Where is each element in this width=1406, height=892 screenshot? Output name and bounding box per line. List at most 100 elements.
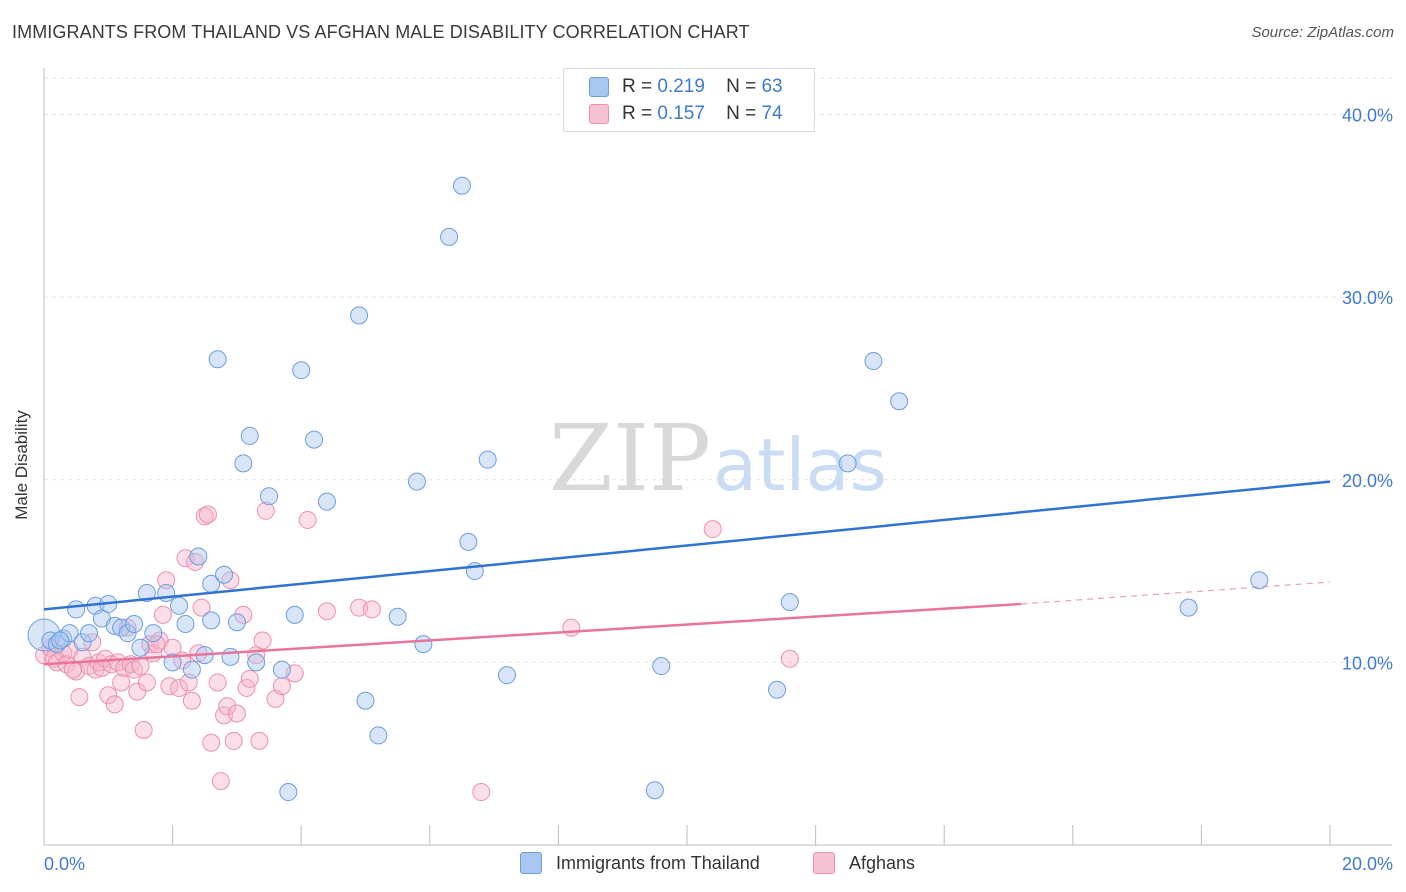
afghans-point — [195, 507, 214, 526]
afghans-point — [192, 598, 211, 617]
x-tick-label: 20.0% — [1342, 854, 1393, 874]
thailand-point — [305, 430, 324, 449]
afghans-point — [112, 673, 131, 692]
thailand-point — [163, 653, 182, 672]
thailand-point — [780, 593, 799, 612]
thailand-point — [768, 680, 787, 699]
thailand-point — [272, 660, 291, 679]
thailand-point — [440, 227, 459, 246]
thailand-point — [292, 361, 311, 380]
r-value: 0.219 — [657, 76, 705, 97]
afghans-point — [157, 571, 176, 590]
thailand-point — [285, 605, 304, 624]
afghans-point — [211, 772, 230, 791]
thailand-point — [73, 633, 92, 652]
pink-swatch — [589, 104, 609, 124]
afghans-points — [35, 501, 799, 802]
thailand-point — [240, 426, 259, 445]
y-tick-label: 30.0% — [1342, 288, 1393, 308]
thailand-point — [478, 450, 497, 469]
afghans-point — [131, 657, 150, 676]
thailand-point — [189, 547, 208, 566]
afghans-point — [317, 602, 336, 621]
afghans-point — [272, 677, 291, 696]
r-label: R = — [622, 76, 653, 97]
thailand-point — [144, 624, 163, 643]
thailand-point — [279, 783, 298, 802]
thailand-point — [1179, 598, 1198, 617]
n-value: 63 — [761, 76, 783, 97]
legend-row-afghans: R = 0.157 N = 74 — [589, 102, 783, 126]
thailand-point — [60, 624, 79, 643]
afghans-point — [472, 783, 491, 802]
afghans-point — [227, 704, 246, 723]
afghans-point — [362, 600, 381, 619]
source-label: Source: ZipAtlas.com — [1251, 24, 1394, 41]
legend-item-thailand[interactable]: Immigrants from Thailand — [520, 852, 760, 874]
afghans-point — [186, 552, 205, 571]
legend-label-afghans: Afghans — [849, 852, 916, 873]
thailand-point — [227, 613, 246, 632]
afghans-point — [153, 605, 172, 624]
correlation-legend: R = 0.219 N = 63 R = 0.157 N = 74 — [563, 68, 815, 132]
thailand-point — [125, 615, 144, 634]
afghans-point — [99, 686, 118, 705]
afghans-point — [780, 649, 799, 668]
trend-lines — [43, 480, 1331, 666]
thailand-point — [317, 492, 336, 511]
chart-title: IMMIGRANTS FROM THAILAND VS AFGHAN MALE … — [12, 22, 750, 42]
thailand-point — [890, 392, 909, 411]
afghans-point — [256, 501, 275, 520]
thailand-point — [170, 596, 189, 615]
thailand-point — [221, 647, 240, 666]
afghans-point — [134, 720, 153, 739]
thailand-point — [459, 532, 478, 551]
watermark: ZIP atlas — [549, 405, 887, 512]
afghans-point — [170, 678, 189, 697]
thailand-point — [67, 600, 86, 619]
thailand-point — [80, 624, 99, 643]
afghans-trend-extension — [1021, 581, 1331, 605]
thailand-point — [234, 454, 253, 473]
thailand-point — [407, 472, 426, 491]
n-value: 74 — [761, 103, 783, 124]
y-tick-labels: 10.0% 20.0% 30.0% 40.0% — [1342, 106, 1393, 674]
axes — [43, 68, 1392, 846]
n-label: N = — [726, 76, 757, 97]
thailand-point — [645, 781, 664, 800]
r-label: R = — [622, 103, 653, 124]
thailand-point — [652, 657, 671, 676]
afghans-point — [253, 631, 272, 650]
blue-swatch — [589, 77, 609, 97]
thailand-trend-line — [43, 480, 1331, 611]
thailand-point — [838, 454, 857, 473]
afghans-point — [218, 697, 237, 716]
n-label: N = — [726, 103, 757, 124]
thailand-points — [27, 176, 1269, 802]
thailand-point — [356, 691, 375, 710]
legend-item-afghans[interactable]: Afghans — [813, 852, 915, 874]
afghans-point — [224, 731, 243, 750]
y-tick-label: 20.0% — [1342, 471, 1393, 491]
afghans-point — [105, 695, 124, 714]
thailand-point — [176, 615, 195, 634]
thailand-point — [864, 352, 883, 371]
afghans-point — [250, 731, 269, 750]
afghans-point — [234, 605, 253, 624]
x-tick-labels: 0.0% 20.0% — [44, 854, 1393, 874]
thailand-point — [260, 487, 279, 506]
thailand-point — [1250, 571, 1269, 590]
thailand-point — [131, 638, 150, 657]
watermark-zip: ZIP — [549, 405, 711, 512]
watermark-atlas: atlas — [713, 423, 887, 507]
y-tick-label: 10.0% — [1342, 653, 1393, 673]
thailand-point — [215, 565, 234, 584]
pink-swatch — [813, 852, 835, 874]
afghans-point — [202, 733, 221, 752]
thailand-point — [452, 176, 471, 195]
afghans-point — [128, 682, 147, 701]
afghans-point — [208, 673, 227, 692]
thailand-point — [208, 350, 227, 369]
thailand-point — [51, 631, 70, 650]
